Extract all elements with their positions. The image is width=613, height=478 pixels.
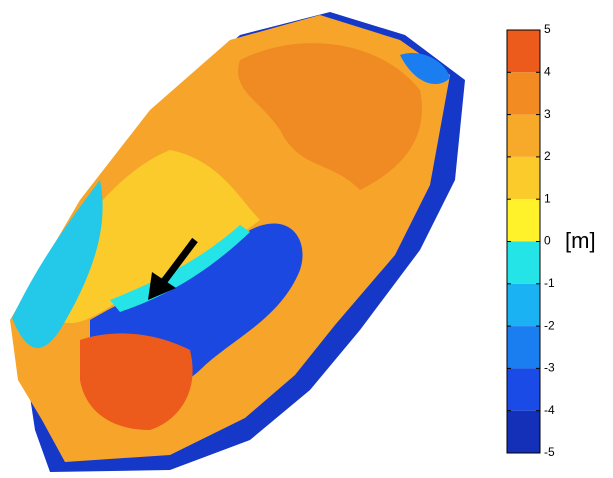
surface-deposit — [80, 333, 193, 430]
colorbar-band — [507, 241, 540, 284]
arrow — [148, 237, 198, 300]
colorbar-band — [507, 410, 540, 453]
colorbar-tick-label: -1 — [544, 276, 555, 290]
colorbar-band — [507, 368, 540, 411]
colorbar-tick-label: -2 — [544, 318, 555, 332]
surface-mid — [40, 150, 260, 324]
colorbar-tick-label: 0 — [544, 234, 551, 248]
colorbar-band — [507, 72, 540, 115]
surface — [10, 12, 465, 472]
colorbar-tick-label: -4 — [544, 403, 555, 417]
surface-rim-cyan — [110, 225, 250, 312]
colorbar-band — [507, 156, 540, 200]
colorbar: -5 -4 -3 -2 -1 0 1 2 3 4 5 — [506, 22, 555, 459]
colorbar-band — [507, 199, 540, 242]
surface-ne-spot — [400, 52, 450, 85]
colorbar-tick-label: 1 — [544, 191, 551, 205]
colorbar-band — [507, 283, 540, 327]
surface-west — [12, 180, 103, 348]
colorbar-tick-label: -5 — [544, 445, 555, 459]
colorbar-band — [507, 114, 540, 157]
colorbar-tick-label: 4 — [544, 64, 551, 78]
surface-high — [238, 43, 422, 190]
colorbar-tick-label: 5 — [544, 22, 551, 36]
colorbar-tick-label: 3 — [544, 107, 551, 121]
colorbar-label: [m] — [565, 228, 596, 253]
colorbar-band — [507, 326, 540, 369]
colorbar-band — [507, 30, 540, 73]
colorbar-tick-label: 2 — [544, 149, 551, 163]
colorbar-tick-label: -3 — [544, 361, 555, 375]
